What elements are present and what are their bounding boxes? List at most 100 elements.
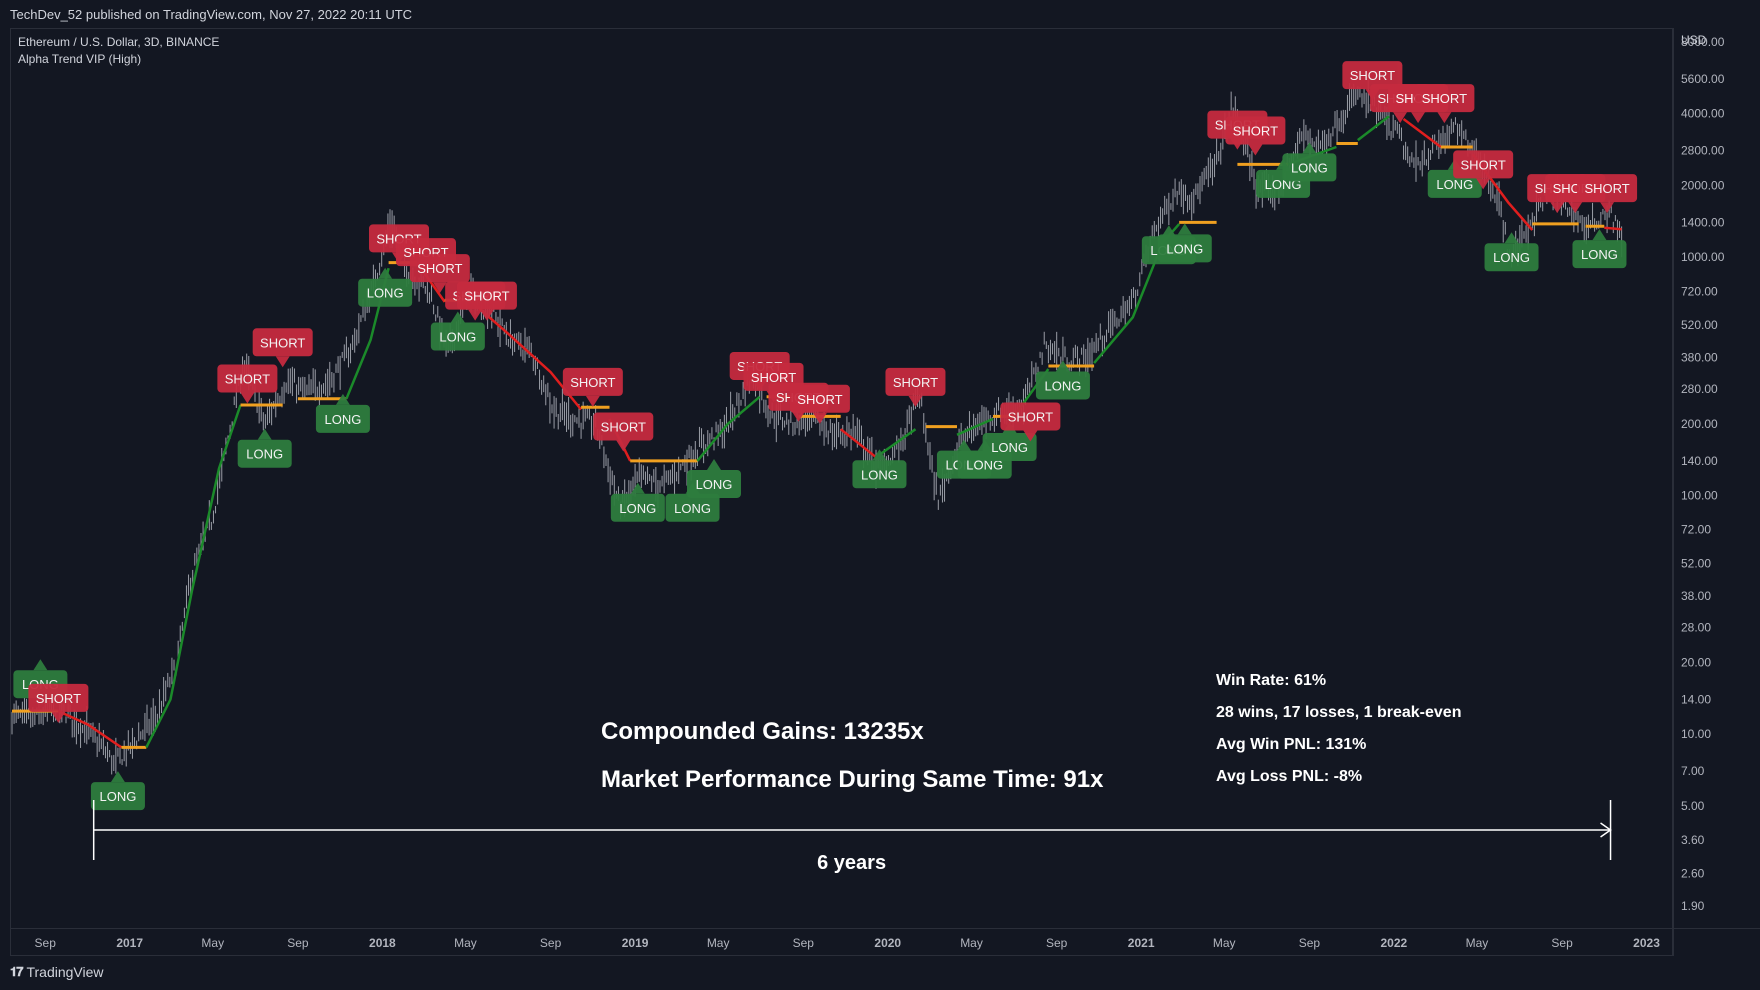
signal-label: SHORT — [225, 372, 270, 387]
signal-label: LONG — [674, 501, 711, 516]
long-signal: LONG — [610, 482, 665, 522]
price-tick-label: 140.00 — [1681, 454, 1718, 468]
trend-segment-up — [956, 417, 994, 436]
price-tick-label: 72.00 — [1681, 523, 1711, 537]
signal-label: LONG — [1291, 160, 1328, 175]
signal-label: SHORT — [1233, 123, 1278, 138]
short-signal: SHORT — [217, 364, 278, 404]
short-signal: SHORT — [789, 384, 850, 424]
trend-segment-up — [145, 404, 242, 748]
signal-label: LONG — [325, 412, 362, 427]
signal-pointer — [585, 395, 600, 407]
time-tick-label: May — [1213, 936, 1236, 950]
signal-pointer — [240, 392, 255, 404]
price-tick-label: 520.00 — [1681, 318, 1718, 332]
signal-box — [852, 460, 907, 489]
signal-box — [1157, 234, 1212, 263]
price-tick-label: 5.00 — [1681, 799, 1705, 813]
signal-label: SHORT — [1422, 91, 1467, 106]
signal-label: LONG — [696, 477, 733, 492]
long-signal: LONG — [90, 771, 145, 811]
signal-pointer — [450, 311, 465, 323]
price-tick-label: 52.00 — [1681, 556, 1711, 570]
signal-label: SHORT — [601, 420, 646, 435]
signal-label: SHORT — [797, 392, 842, 407]
long-signal: LONG — [1282, 142, 1337, 182]
symbol-title[interactable]: Ethereum / U.S. Dollar, 3D, BINANCE — [18, 35, 220, 49]
price-tick-label: 10.00 — [1681, 727, 1711, 741]
signal-pointer — [1568, 202, 1583, 214]
signal-pointer — [707, 458, 721, 470]
short-signal: SHORT — [252, 328, 313, 368]
span-label: 6 years — [817, 852, 887, 874]
signal-box — [1484, 243, 1539, 272]
signal-label: SHORT — [36, 691, 81, 706]
time-tick-label: 2018 — [369, 936, 396, 950]
candle-bars — [11, 78, 1623, 775]
signal-label: SHORT — [893, 375, 938, 390]
long-signal: LONG — [358, 267, 413, 307]
price-tick-label: 1.90 — [1681, 899, 1705, 913]
time-tick-label: Sep — [287, 936, 309, 950]
signal-pointer — [51, 711, 66, 723]
long-signal: LONG — [1484, 232, 1539, 272]
symbol-legend[interactable]: Ethereum / U.S. Dollar, 3D, BINANCE Alph… — [18, 34, 219, 68]
long-signal: LONG — [1035, 360, 1090, 400]
signal-label: LONG — [1493, 250, 1530, 265]
price-tick-label: 38.00 — [1681, 589, 1711, 603]
signal-pointer — [432, 282, 447, 294]
signal-label: LONG — [966, 458, 1003, 473]
signal-pointer — [956, 439, 971, 451]
tradingview-logo[interactable]: 𝟏𝟕 TradingView — [10, 964, 104, 980]
win-rate: Win Rate: 61% — [1216, 672, 1327, 689]
signal-pointer — [1592, 229, 1607, 241]
time-axis: Sep 2017 May Sep 2018 May Sep 2019 May Sep 2020 May… — [35, 936, 1661, 950]
signal-box — [982, 433, 1037, 462]
short-signal: SHORT — [456, 281, 517, 321]
signal-pointer — [791, 410, 806, 422]
signal-pointer — [479, 309, 494, 321]
signal-pointer — [1393, 112, 1408, 124]
long-signal: LONG — [687, 458, 741, 498]
signal-pointer — [468, 309, 483, 321]
signal-label: LONG — [1166, 241, 1203, 256]
signal-pointer — [908, 395, 923, 407]
price-tick-label: 2.60 — [1681, 867, 1705, 881]
long-signal: LONG — [315, 393, 370, 433]
trend-line — [12, 115, 1622, 749]
short-signal: SHORT — [562, 367, 623, 407]
short-signal: SHORT — [885, 367, 946, 407]
signal-box — [687, 469, 741, 498]
signal-box — [358, 278, 413, 307]
signal-pointer — [33, 659, 48, 671]
price-axis-border — [1672, 28, 1673, 956]
time-tick-label: 2019 — [622, 936, 649, 950]
long-signal: LONG — [1157, 223, 1212, 263]
short-signal: SHORT — [28, 683, 89, 723]
signal-pointer — [1302, 142, 1317, 154]
signal-label: SHORT — [464, 289, 509, 304]
signal-box — [562, 367, 623, 396]
signal-pointer — [1177, 223, 1192, 235]
market-performance: Market Performance During Same Time: 91x — [601, 766, 1104, 793]
signal-label: LONG — [619, 501, 656, 516]
signal-box — [1282, 153, 1337, 182]
short-signal: SHORT — [1000, 402, 1061, 442]
long-signal: LONG — [237, 428, 292, 468]
price-tick-label: 28.00 — [1681, 621, 1711, 635]
signal-pointer — [1476, 178, 1491, 190]
signal-pointer — [1023, 430, 1038, 442]
signal-label: SHORT — [751, 370, 796, 385]
signal-box — [1414, 84, 1475, 113]
price-tick-label: 380.00 — [1681, 350, 1718, 364]
price-tick-label: 20.00 — [1681, 655, 1711, 669]
long-signal: LONG — [430, 311, 485, 351]
time-tick-label: May — [201, 936, 224, 950]
signal-label: SHORT — [260, 335, 305, 350]
long-signal: LONG — [852, 449, 907, 489]
trend-segment-down — [57, 709, 123, 749]
signal-box — [430, 322, 485, 351]
signal-label: LONG — [100, 789, 137, 804]
indicator-name[interactable]: Alpha Trend VIP (High) — [18, 52, 142, 66]
